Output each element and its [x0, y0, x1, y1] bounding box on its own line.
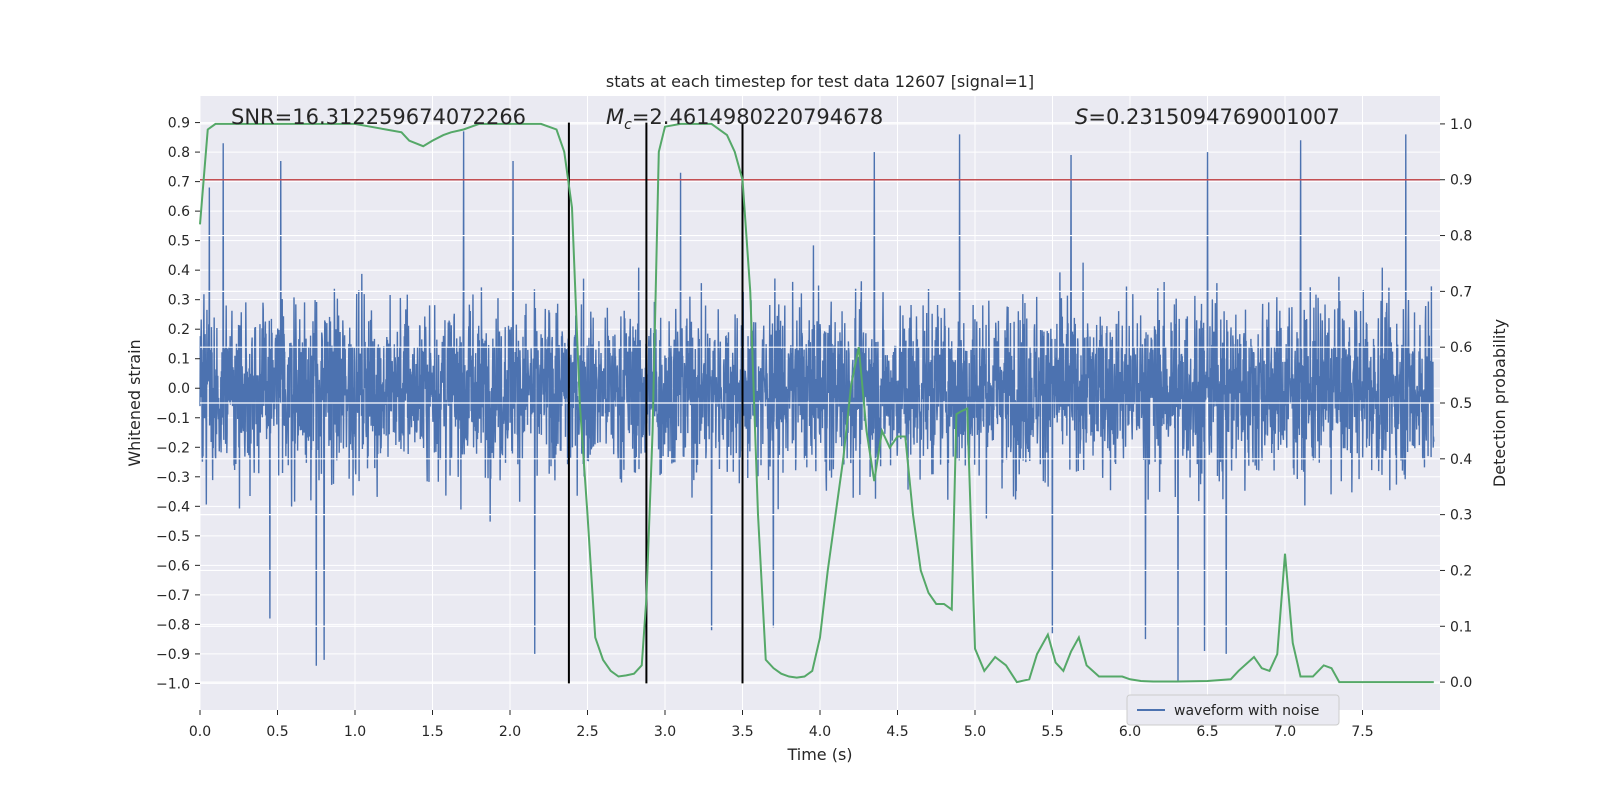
right-y-tick-label: 0.8 — [1450, 229, 1472, 245]
left-y-tick-label: −0.4 — [156, 499, 190, 515]
s-value: =0.2315094769001007 — [1088, 105, 1339, 129]
legend: waveform with noise — [1126, 694, 1340, 726]
right-y-tick-label: 0.4 — [1450, 452, 1472, 468]
left-y-tick-label: −0.8 — [156, 617, 190, 633]
right-y-tick-label: 0.7 — [1450, 284, 1472, 300]
left-y-tick-label: 0.5 — [168, 234, 190, 250]
x-tick-label: 0.5 — [266, 724, 288, 740]
left-y-tick-label: 0.0 — [168, 381, 190, 397]
legend-box — [1126, 694, 1340, 726]
x-tick-label: 7.5 — [1351, 724, 1373, 740]
left-y-tick-label: 0.1 — [168, 352, 190, 368]
left-y-tick-label: 0.4 — [168, 263, 190, 279]
x-axis-label: Time (s) — [786, 745, 852, 764]
left-y-tick-label: −0.9 — [156, 647, 190, 663]
x-tick-label: 2.0 — [499, 724, 521, 740]
s-symbol: S — [1075, 105, 1088, 129]
right-y-tick-label: 0.2 — [1450, 563, 1472, 579]
s-annotation: S=0.2315094769001007 — [1075, 105, 1340, 129]
waveform-line — [199, 131, 1435, 681]
left-y-axis-label: Whitened strain — [125, 339, 144, 466]
chirp-mass-annotation: Mc=2.4614980220794678 — [606, 105, 883, 133]
x-tick-label: 5.0 — [964, 724, 986, 740]
left-y-tick-label: 0.8 — [168, 145, 190, 161]
left-y-tick-label: −0.5 — [156, 529, 190, 545]
x-tick-label: 6.0 — [1119, 724, 1141, 740]
left-y-tick-label: −1.0 — [156, 676, 190, 692]
right-y-tick-label: 0.6 — [1450, 340, 1472, 356]
detection-probability-line — [199, 122, 1434, 684]
right-y-tick-label: 0.9 — [1450, 173, 1472, 189]
x-tick-label: 3.5 — [731, 724, 753, 740]
left-y-tick-labels: 0.9 0.8 0.7 0.6 0.5 0.4 0.3 0.2 0.1 0.0 −0.1 −0.2 −0… — [156, 116, 200, 692]
x-tick-label: 5.5 — [1041, 724, 1063, 740]
left-y-tick-label: −0.6 — [156, 558, 190, 574]
x-tick-labels: 0.0 0.5 1.0 1.5 2.0 2.5 3.0 3.5 4.0 4.5 5.0 5.5 6.0 6… — [189, 710, 1374, 740]
x-tick-label: 4.0 — [809, 724, 831, 740]
chart-title: stats at each timestep for test data 126… — [606, 72, 1034, 91]
left-y-tick-label: −0.7 — [156, 588, 190, 604]
left-y-tick-label: 0.6 — [168, 204, 190, 220]
x-tick-label: 7.0 — [1274, 724, 1296, 740]
x-tick-label: 3.0 — [654, 724, 676, 740]
right-y-tick-label: 0.1 — [1450, 619, 1472, 635]
left-y-tick-label: −0.2 — [156, 440, 190, 456]
mc-subscript: c — [624, 117, 632, 133]
x-tick-label: 6.5 — [1196, 724, 1218, 740]
right-y-tick-label: 0.5 — [1450, 396, 1472, 412]
left-y-tick-label: 0.3 — [168, 293, 190, 309]
right-y-tick-label: 0.3 — [1450, 508, 1472, 524]
left-y-tick-label: 0.7 — [168, 175, 190, 191]
x-tick-label: 1.5 — [421, 724, 443, 740]
legend-label: waveform with noise — [1174, 703, 1319, 719]
x-tick-label: 2.5 — [576, 724, 598, 740]
x-tick-label: 0.0 — [189, 724, 211, 740]
left-y-tick-label: 0.9 — [168, 116, 190, 132]
waveform-series — [199, 131, 1435, 681]
right-y-axis-label: Detection probability — [1490, 319, 1509, 487]
right-y-tick-labels: 1.0 0.9 0.8 0.7 0.6 0.5 0.4 0.3 0.2 0.1 0.0 — [1440, 117, 1472, 691]
right-y-tick-label: 0.0 — [1450, 675, 1472, 691]
mc-symbol: M — [606, 105, 624, 129]
x-tick-label: 4.5 — [886, 724, 908, 740]
left-y-tick-label: 0.2 — [168, 322, 190, 338]
mc-value: =2.4614980220794678 — [632, 105, 883, 129]
left-y-tick-label: −0.1 — [156, 411, 190, 427]
left-y-tick-label: −0.3 — [156, 470, 190, 486]
snr-annotation: SNR=16.312259674072266 — [231, 105, 526, 129]
x-tick-label: 1.0 — [344, 724, 366, 740]
right-y-tick-label: 1.0 — [1450, 117, 1472, 133]
